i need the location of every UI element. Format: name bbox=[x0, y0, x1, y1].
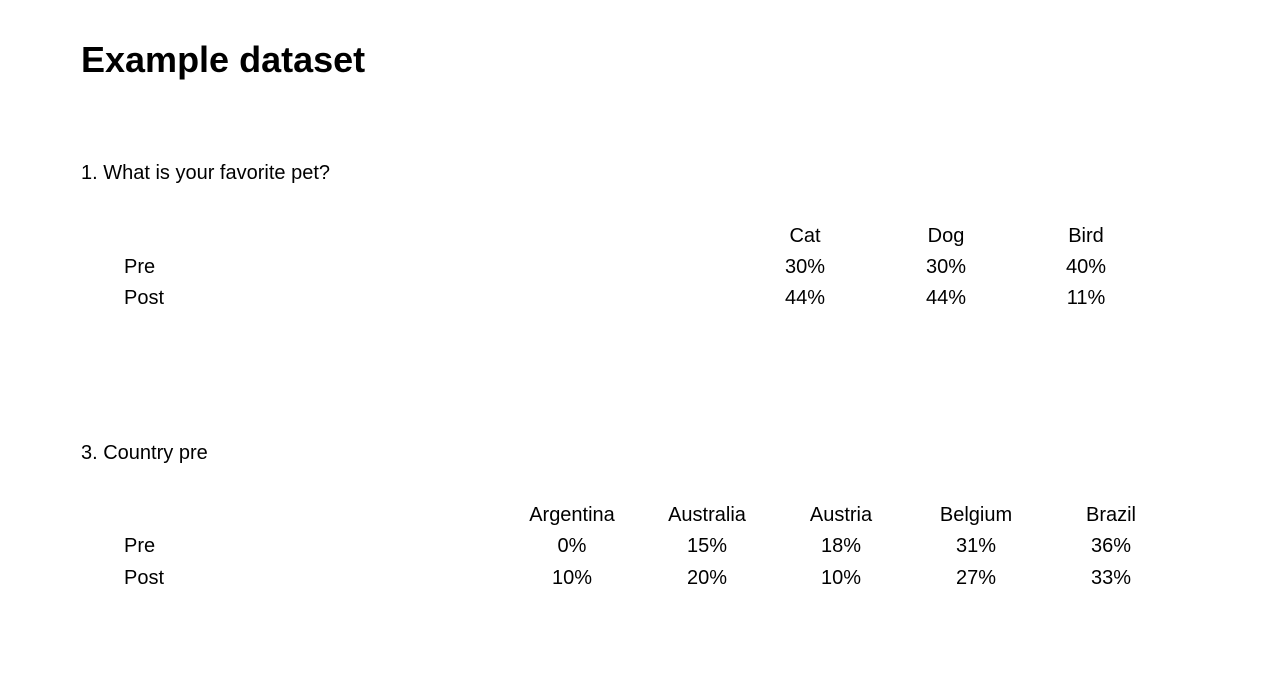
table-cell: 30% bbox=[784, 256, 826, 278]
table-cell: 36% bbox=[1090, 535, 1132, 557]
table-cell: 0% bbox=[557, 535, 587, 557]
table-cell: 20% bbox=[686, 567, 728, 589]
column-header-brazil: Brazil bbox=[1085, 504, 1136, 526]
column-header-bird: Bird bbox=[1068, 225, 1104, 247]
column-header-dog: Dog bbox=[927, 225, 965, 247]
column-header-belgium: Belgium bbox=[939, 504, 1013, 526]
table-cell: 31% bbox=[955, 535, 997, 557]
row-label-post: Post bbox=[124, 567, 165, 589]
table-cell: 10% bbox=[551, 567, 593, 589]
column-header-argentina: Argentina bbox=[529, 504, 615, 526]
page-title: Example dataset bbox=[81, 39, 366, 80]
column-header-austria: Austria bbox=[809, 504, 873, 526]
column-header-cat: Cat bbox=[789, 225, 821, 247]
table-cell: 30% bbox=[925, 256, 967, 278]
table-cell: 10% bbox=[820, 567, 862, 589]
question-title-country: 3. Country pre bbox=[81, 442, 208, 464]
table-cell: 18% bbox=[820, 535, 862, 557]
table-cell: 40% bbox=[1065, 256, 1107, 278]
table-cell: 11% bbox=[1066, 287, 1106, 309]
row-label-post: Post bbox=[124, 287, 165, 309]
question-title-pet: 1. What is your favorite pet? bbox=[81, 162, 331, 184]
table-cell: 27% bbox=[955, 567, 997, 589]
column-header-australia: Australia bbox=[668, 504, 746, 526]
table-cell: 33% bbox=[1090, 567, 1132, 589]
row-label-pre: Pre bbox=[124, 256, 156, 278]
table-cell: 44% bbox=[784, 287, 826, 309]
row-label-pre: Pre bbox=[124, 535, 156, 557]
table-cell: 15% bbox=[686, 535, 728, 557]
table-cell: 44% bbox=[925, 287, 967, 309]
